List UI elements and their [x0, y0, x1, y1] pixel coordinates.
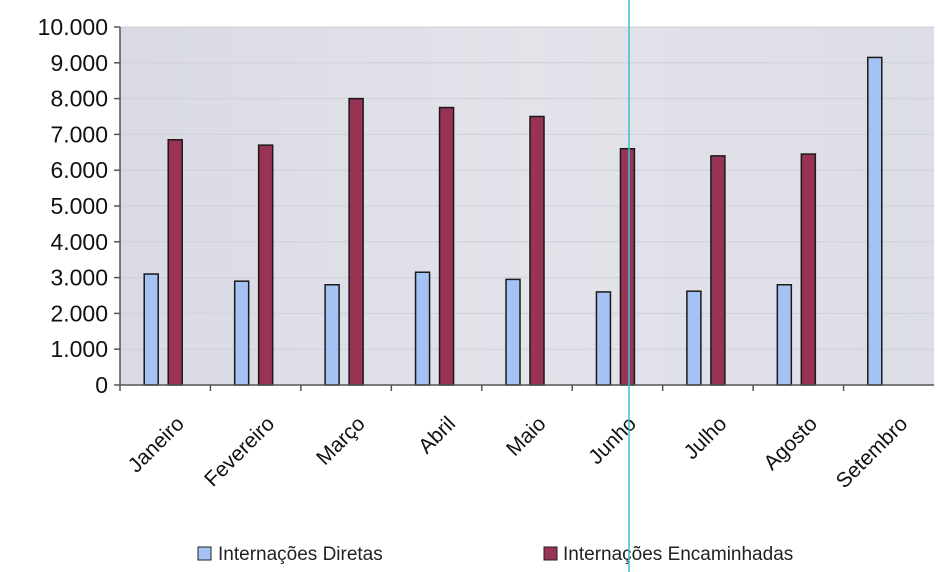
x-tick-label: Fevereiro [200, 412, 279, 491]
bar-diretas [505, 278, 521, 386]
bar-encaminhadas [348, 97, 364, 386]
bar-encaminhadas [529, 115, 545, 386]
y-tick-label: 10.000 [38, 14, 108, 40]
legend-label-encaminhadas: Internações Encaminhadas [563, 544, 793, 565]
bar-diretas [776, 284, 793, 386]
bar-diretas [233, 280, 250, 386]
y-tick-label: 0 [95, 372, 108, 398]
bar-diretas [867, 56, 883, 386]
y-tick-label: 7.000 [50, 121, 108, 147]
bar-diretas [595, 291, 612, 386]
legend-label-diretas: Internações Diretas [218, 544, 383, 565]
x-tick-label: Abril [414, 412, 460, 458]
x-tick-labels: Janeiro Fevereiro Março Abril Maio Junho Julho… [119, 385, 913, 493]
y-tick-label: 3.000 [50, 265, 108, 291]
x-tick-label: Julho [680, 412, 732, 464]
bar-encaminhadas [710, 155, 726, 386]
y-tick-labels: 0 1.000 2.000 3.000 4.000 5.000 6.000 7.000 8.00… [38, 14, 120, 398]
bar-diretas [414, 271, 431, 386]
bar-encaminhadas [438, 106, 455, 386]
bar-encaminhadas [167, 139, 183, 386]
x-tick-label: Maio [502, 412, 550, 460]
bar-diretas [686, 290, 702, 386]
legend-swatch-encaminhadas [543, 546, 558, 561]
y-tick-label: 4.000 [50, 229, 108, 255]
y-tick-label: 9.000 [50, 50, 108, 76]
bar-encaminhadas [257, 144, 274, 386]
bar-encaminhadas [800, 153, 817, 386]
x-tick-label: Agosto [759, 412, 822, 475]
x-tick-label: Junho [584, 412, 641, 469]
y-tick-label: 6.000 [50, 157, 108, 183]
y-tick-label: 5.000 [50, 193, 108, 219]
bars [143, 56, 883, 386]
x-tick-label: Março [312, 412, 370, 470]
y-tick-label: 1.000 [50, 336, 108, 362]
x-tick-label: Setembro [832, 412, 913, 493]
y-tick-label: 8.000 [50, 86, 108, 112]
y-tick-label: 2.000 [50, 300, 108, 326]
legend-swatch-diretas [197, 546, 212, 561]
bar-diretas [143, 273, 159, 386]
bar-diretas [324, 284, 340, 386]
bar-encaminhadas [619, 147, 636, 386]
legend: Internações Diretas Internações Encaminh… [197, 544, 793, 565]
gridlines [120, 26, 934, 350]
x-tick-label: Janeiro [124, 412, 189, 477]
